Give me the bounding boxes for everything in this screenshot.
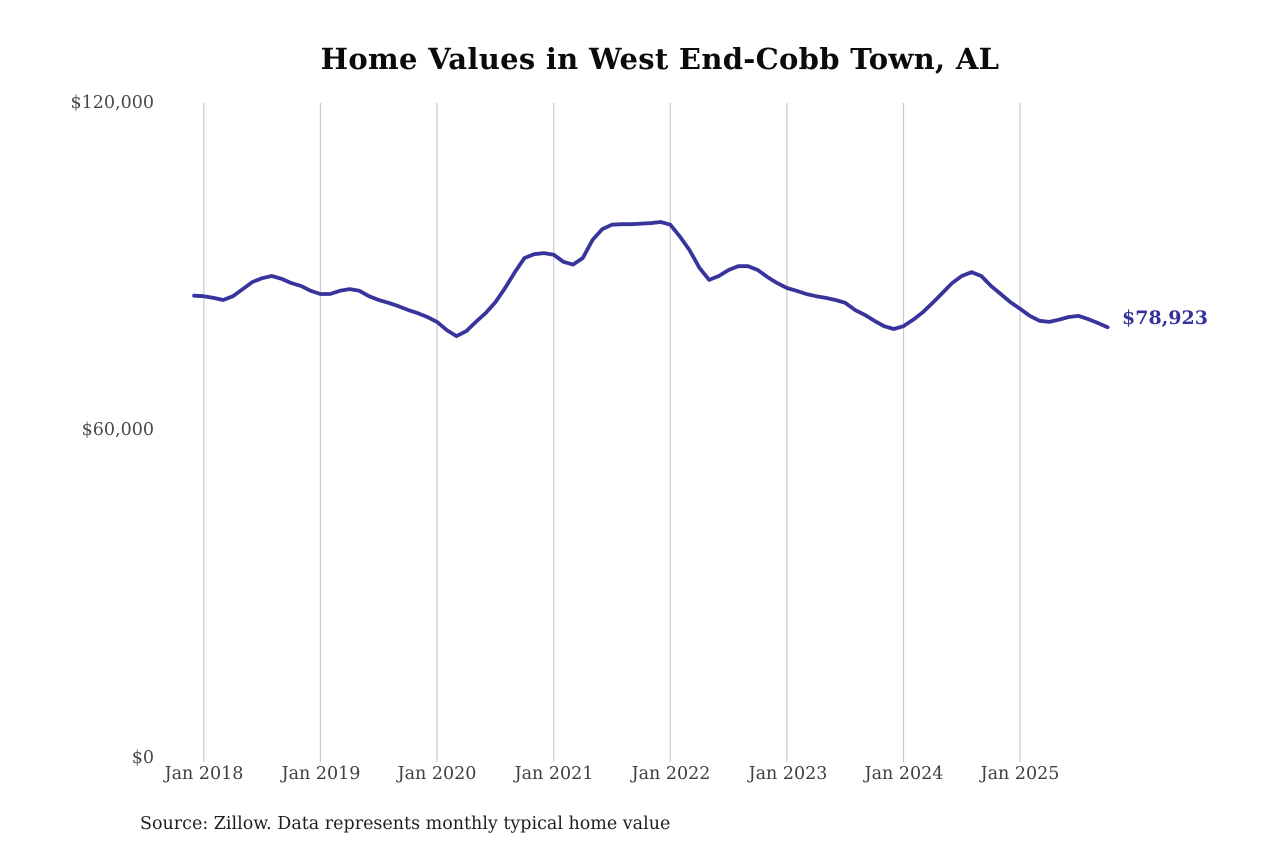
home-value-series-line xyxy=(192,220,1110,338)
chart-title: Home Values in West End-Cobb Town, AL xyxy=(320,42,1000,76)
x-axis-tick-jan-2018: Jan 2018 xyxy=(164,764,244,784)
y-axis-tick-0: $0 xyxy=(131,748,154,768)
y-axis-tick-120000: $120,000 xyxy=(70,93,154,113)
x-axis-tick-jan-2020: Jan 2020 xyxy=(397,764,477,784)
x-axis-tick-jan-2019: Jan 2019 xyxy=(281,764,361,784)
source-attribution: Source: Zillow. Data represents monthly … xyxy=(140,814,671,834)
x-axis-tick-jan-2024: Jan 2024 xyxy=(864,764,944,784)
x-axis-tick-jan-2023: Jan 2023 xyxy=(748,764,828,784)
year-gridlines xyxy=(203,103,1021,762)
x-axis-tick-jan-2022: Jan 2022 xyxy=(631,764,711,784)
latest-value-label: $78,923 xyxy=(1122,307,1208,329)
x-axis-tick-jan-2025: Jan 2025 xyxy=(980,764,1060,784)
x-axis-tick-jan-2021: Jan 2021 xyxy=(514,764,594,784)
y-axis-tick-60000: $60,000 xyxy=(81,420,154,440)
